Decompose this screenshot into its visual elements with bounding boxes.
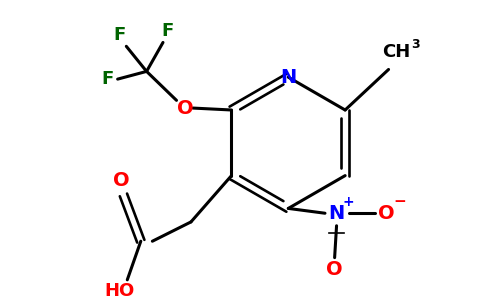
Text: F: F	[162, 22, 174, 40]
Text: O: O	[177, 99, 194, 118]
Text: 3: 3	[411, 38, 420, 51]
Text: O: O	[378, 204, 395, 223]
Text: CH: CH	[382, 43, 410, 61]
Text: −: −	[393, 194, 406, 209]
Text: HO: HO	[105, 282, 135, 300]
Text: +: +	[342, 195, 354, 209]
Text: O: O	[113, 171, 130, 190]
Text: O: O	[326, 260, 343, 279]
Text: F: F	[102, 70, 114, 88]
Text: N: N	[329, 204, 345, 223]
Text: N: N	[280, 68, 296, 87]
Text: F: F	[113, 26, 126, 44]
